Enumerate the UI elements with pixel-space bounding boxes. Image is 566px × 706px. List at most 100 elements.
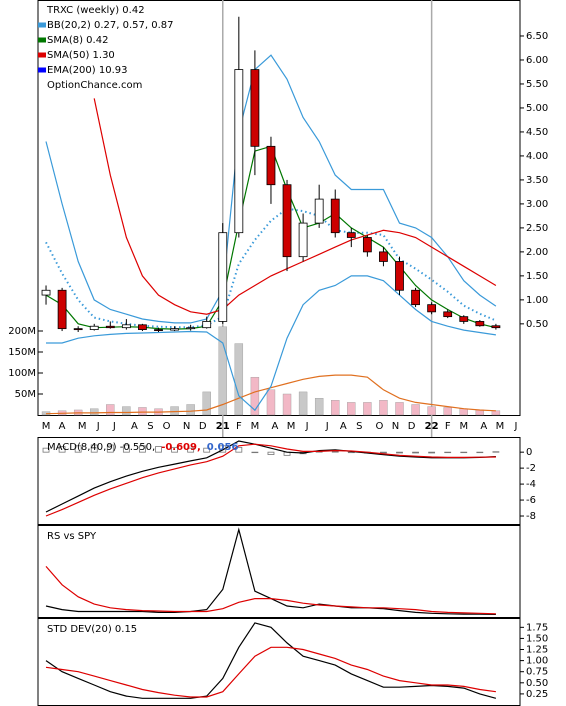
candle-body <box>89 325 99 331</box>
volume-bar <box>298 391 308 416</box>
x-tick-label: M <box>78 421 87 432</box>
x-tick-label: O <box>163 421 171 432</box>
legend-label: SMA(8) 0.42 <box>47 35 108 46</box>
x-tick-label: M <box>459 421 468 432</box>
volume-bar <box>411 404 420 416</box>
y-tick-label: 0.50 <box>526 319 548 330</box>
volume-bar <box>347 402 356 416</box>
histogram-bar <box>219 445 227 453</box>
x-tick-label: D <box>199 421 207 432</box>
x-tick-label: J <box>514 421 518 432</box>
histogram-bar <box>492 451 500 453</box>
volume-bar <box>122 406 131 416</box>
histogram-bar <box>235 446 243 453</box>
annotation: OptionChance.com <box>47 80 142 91</box>
volume-bar <box>459 408 468 416</box>
candle-body <box>250 69 260 147</box>
histogram-bar <box>347 451 355 454</box>
volume-bar <box>282 393 292 416</box>
x-tick-label: F <box>445 421 451 432</box>
y-tick-label: -6 <box>526 495 536 506</box>
legend-swatch <box>38 22 46 28</box>
volume-bar <box>186 404 195 416</box>
x-tick-label: J <box>96 421 100 432</box>
x-tick-label: M <box>287 421 296 432</box>
candle-body <box>154 329 163 332</box>
legend-label: SMA(50) 1.30 <box>47 50 115 61</box>
y-tick-label: 2.50 <box>526 223 548 234</box>
legend-label: BB(20,2) 0.27, 0.57, 0.87 <box>47 20 173 31</box>
volume-bar <box>379 400 388 416</box>
volume-bar <box>314 397 324 416</box>
candle-body <box>73 328 83 331</box>
candle-body <box>186 327 196 330</box>
candle-body <box>379 251 388 262</box>
candle-body <box>459 316 469 322</box>
y-tick-label: 4.00 <box>526 151 548 162</box>
candle-body <box>170 328 179 331</box>
line <box>45 374 496 415</box>
candle-body <box>202 321 212 329</box>
volume-bar <box>491 410 501 416</box>
candle-body <box>218 232 228 322</box>
histogram-bar <box>476 451 484 454</box>
y-tick-label: 3.00 <box>526 199 548 210</box>
volume-bar <box>234 343 244 416</box>
y-tick-label: 3.50 <box>526 175 548 186</box>
x-tick-label: O <box>375 421 383 432</box>
legend-swatch <box>38 37 46 43</box>
line <box>45 207 497 329</box>
x-tick-label: A <box>340 421 347 432</box>
candle-body <box>266 145 276 186</box>
line <box>45 54 497 324</box>
x-tick-label: A <box>131 421 138 432</box>
line <box>45 443 496 517</box>
x-tick-label: F <box>236 421 242 432</box>
x-tick-label: M <box>42 421 51 432</box>
y-tick-label: 1.00 <box>526 295 548 306</box>
candle-body <box>395 261 404 291</box>
histogram-bar <box>171 446 178 453</box>
y-tick-label: 6.50 <box>526 31 548 42</box>
volume-bar <box>427 406 436 416</box>
x-tick-label: M <box>251 421 260 432</box>
x-tick-label: N <box>183 421 190 432</box>
histogram-bar <box>122 444 130 453</box>
y-tick-label: 4.50 <box>526 127 548 138</box>
histogram-bar <box>187 447 195 453</box>
candle-body <box>491 325 501 329</box>
volume-bar <box>266 389 276 416</box>
x-tick-label: S <box>147 421 153 432</box>
volume-bar <box>363 402 372 416</box>
histogram-bar <box>106 444 114 453</box>
candle-body <box>57 289 67 330</box>
legend-swatch <box>38 67 46 73</box>
y-tick-label: 0.50 <box>526 678 548 689</box>
candle-body <box>234 69 244 234</box>
histogram-bar <box>155 446 162 453</box>
y2-tick-label: 150M <box>8 347 36 358</box>
y2-tick-label: 50M <box>15 389 36 400</box>
legend-label: EMA(200) 10.93 <box>47 65 127 76</box>
x-tick-label: S <box>356 421 362 432</box>
y-tick-label: 1.00 <box>526 656 548 667</box>
line <box>45 566 496 615</box>
y2-tick-label: 200M <box>8 326 36 337</box>
x-tick-label: 22 <box>425 421 439 432</box>
x-tick-label: M <box>496 421 505 432</box>
histogram-bar <box>74 445 82 453</box>
y-tick-label: 0.25 <box>526 689 548 700</box>
y-tick-label: 1.50 <box>526 271 548 282</box>
candle-body <box>282 184 292 258</box>
x-tick-label: A <box>272 421 279 432</box>
x-tick-label: D <box>408 421 416 432</box>
x-tick-label: A <box>59 421 66 432</box>
line <box>45 440 496 513</box>
volume-bar <box>170 406 179 416</box>
panel-legend: MACD(8,40,9) -0.550, -0.609, 0.056 <box>47 442 238 453</box>
line <box>93 98 497 315</box>
y-tick-label: 2.00 <box>526 247 548 258</box>
candle-body <box>41 289 51 296</box>
candle-body <box>411 289 420 306</box>
